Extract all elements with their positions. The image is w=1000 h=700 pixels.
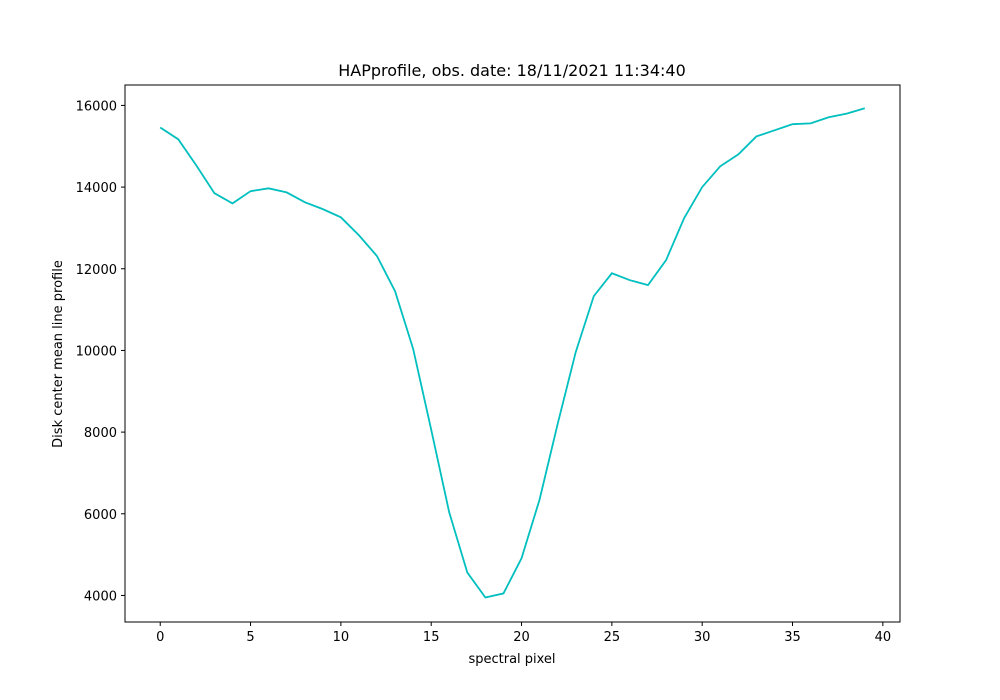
y-tick-label: 16000 [76,99,117,114]
y-tick-label: 4000 [84,589,117,604]
x-tick-label: 35 [784,630,801,645]
y-tick-label: 6000 [84,508,117,523]
x-tick-label: 10 [333,630,350,645]
chart-title: HAPprofile, obs. date: 18/11/2021 11:34:… [338,61,686,80]
x-tick-label: 15 [423,630,440,645]
x-tick-label: 30 [694,630,711,645]
x-tick-label: 5 [246,630,254,645]
y-tick-label: 12000 [76,263,117,278]
y-axis-label: Disk center mean line profile [51,260,66,448]
x-tick-label: 40 [875,630,892,645]
x-tick-label: 25 [604,630,621,645]
line-series [159,107,866,599]
y-tick-label: 14000 [76,181,117,196]
axes-frame [124,84,901,623]
y-tick-label: 8000 [84,426,117,441]
x-tick-label: 0 [156,630,164,645]
x-axis-label: spectral pixel [468,652,555,667]
y-tick-label: 10000 [76,344,117,359]
x-tick-label: 20 [513,630,530,645]
